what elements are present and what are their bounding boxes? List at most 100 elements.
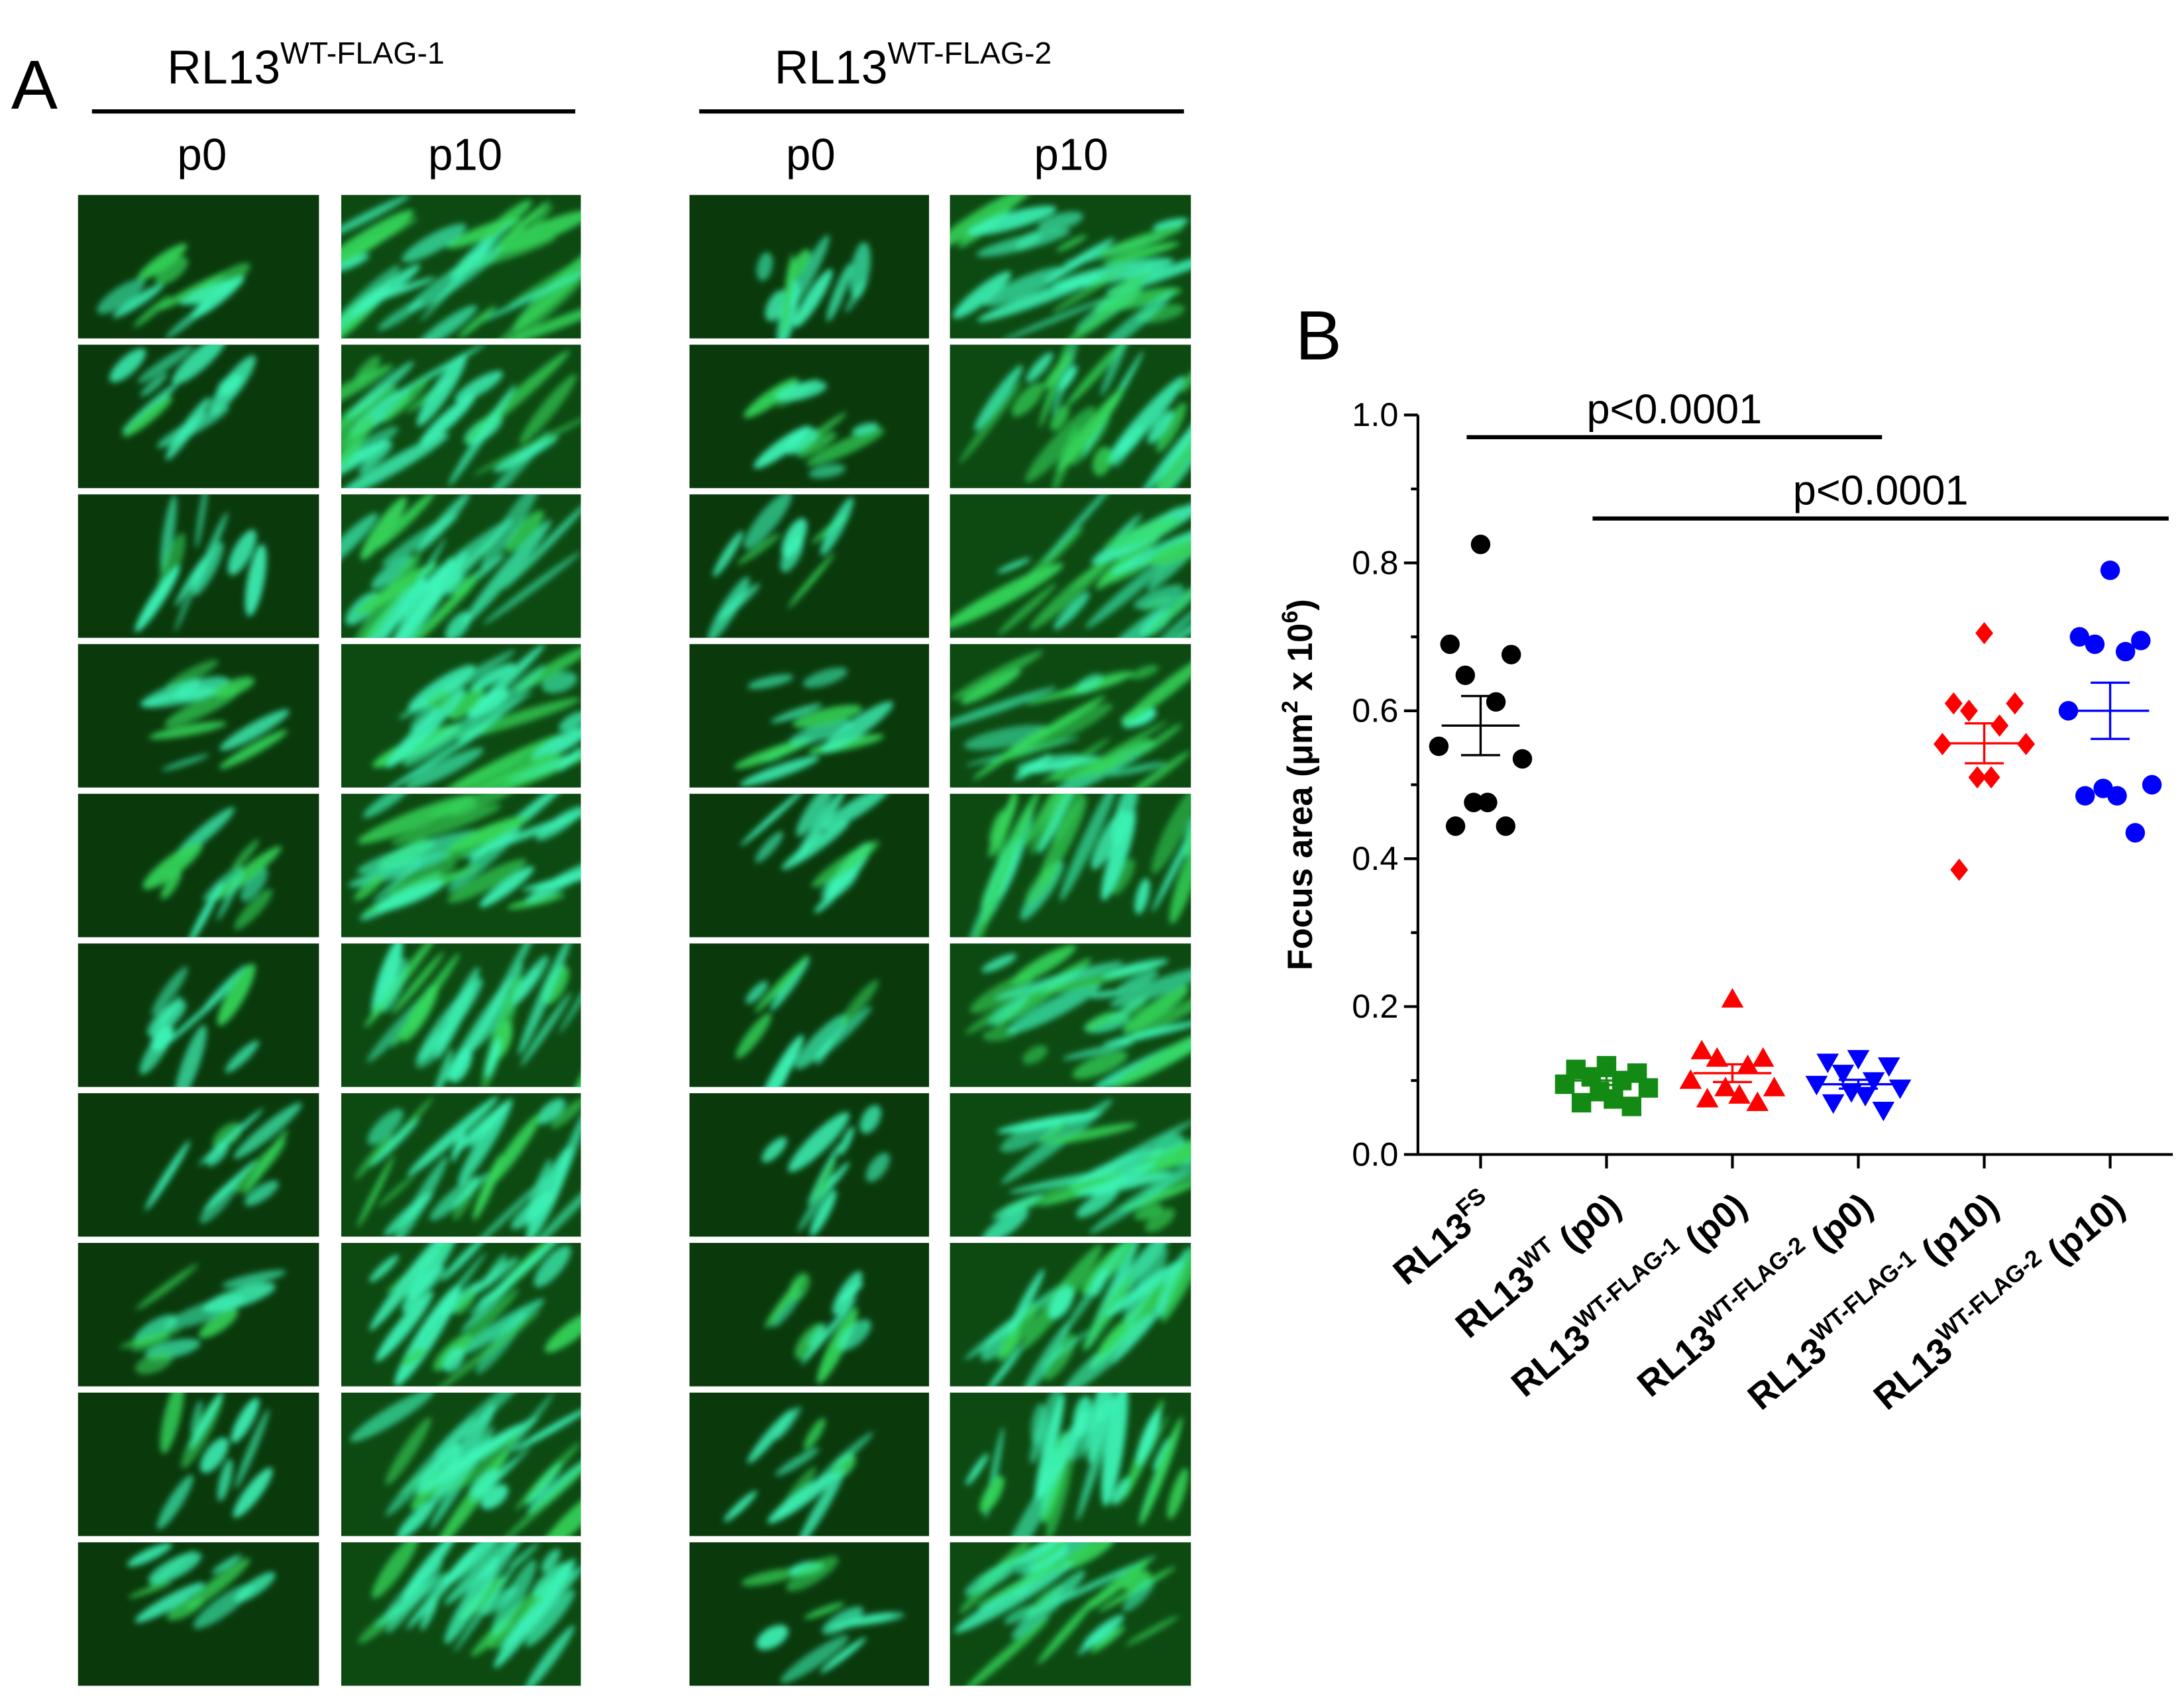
cell: [521, 866, 581, 891]
cell: [388, 861, 457, 896]
cell: [1042, 1329, 1090, 1367]
cell: [1136, 1410, 1161, 1465]
cell: [518, 943, 572, 1055]
cell: [378, 538, 447, 638]
cell: [792, 704, 863, 728]
micrograph-bg: [78, 1542, 319, 1686]
cell: [455, 752, 560, 788]
cell: [989, 810, 1005, 845]
cell: [820, 1637, 867, 1674]
point: [1621, 1096, 1642, 1116]
cell: [341, 364, 393, 420]
cell: [463, 519, 551, 625]
cells: [144, 1102, 302, 1224]
point: [2125, 823, 2146, 843]
cell: [1103, 242, 1179, 265]
cells: [372, 644, 581, 788]
cells: [966, 794, 1191, 937]
point: [1877, 1057, 1900, 1077]
point: [1721, 988, 1744, 1008]
cell: [417, 354, 467, 427]
cell: [1104, 517, 1181, 550]
cell: [354, 873, 386, 901]
cells: [341, 345, 581, 488]
cell: [950, 686, 1057, 730]
point: [1470, 535, 1491, 555]
cell: [1003, 703, 1113, 761]
cell: [1029, 557, 1112, 630]
cell: [189, 1392, 224, 1450]
cell: [217, 963, 256, 1026]
cell: [840, 979, 879, 1026]
cell: [1102, 959, 1169, 978]
cell: [1062, 1042, 1134, 1060]
cell: [775, 1448, 820, 1476]
cell: [755, 831, 784, 863]
cell: [1084, 1011, 1117, 1032]
cell: [1072, 1051, 1128, 1079]
cell: [1105, 1259, 1184, 1317]
point: [1571, 1092, 1592, 1113]
cell: [724, 1491, 757, 1522]
cell: [203, 1159, 258, 1212]
micrograph: [950, 794, 1191, 937]
point: [1555, 1074, 1575, 1094]
point: [2075, 786, 2095, 806]
cell: [392, 953, 460, 1048]
micrograph: [341, 1392, 581, 1536]
cell: [818, 1432, 873, 1481]
cell: [419, 219, 514, 322]
cell: [420, 1597, 439, 1630]
cell: [136, 1263, 198, 1310]
cell: [767, 1471, 837, 1524]
cell: [392, 951, 444, 1015]
cell: [1011, 1570, 1085, 1639]
cell: [355, 1133, 392, 1180]
micrograph: [78, 1243, 319, 1387]
cell: [360, 497, 407, 560]
point: [2100, 560, 2120, 580]
cell: [800, 1297, 857, 1365]
micrograph: [950, 1392, 1191, 1536]
cell: [419, 393, 476, 447]
cell: [375, 880, 445, 912]
cell: [788, 1112, 849, 1173]
cell: [788, 553, 835, 608]
cell: [802, 667, 847, 688]
cell: [135, 1352, 173, 1375]
micrograph: [950, 1542, 1191, 1686]
cell: [109, 348, 146, 383]
cell: [173, 676, 231, 701]
cell: [160, 1392, 185, 1454]
cell: [1098, 225, 1184, 257]
point: [1440, 634, 1460, 655]
point: [1496, 816, 1516, 836]
cells: [740, 794, 891, 914]
cell: [225, 1040, 259, 1073]
point: [1975, 621, 1993, 645]
cell: [1001, 297, 1109, 339]
cell: [1152, 804, 1191, 912]
cells: [157, 1392, 273, 1530]
cells: [950, 195, 1191, 339]
cell: [235, 1140, 286, 1193]
micrograph: [689, 494, 930, 638]
cell: [789, 719, 853, 745]
cell: [369, 1243, 454, 1331]
cells: [761, 1104, 890, 1237]
cell: [814, 1006, 872, 1061]
cell: [770, 957, 810, 1011]
sem-bar: [1713, 1063, 1752, 1083]
cell: [1052, 264, 1130, 313]
cell: [832, 1453, 856, 1479]
point: [1950, 859, 1969, 881]
cell: [559, 711, 581, 732]
cell: [480, 263, 581, 323]
text-part: (p0): [1670, 1185, 1755, 1265]
superscript: 6: [1278, 611, 1303, 623]
cell: [954, 1561, 1073, 1633]
cell: [717, 583, 760, 621]
cell: [820, 497, 854, 556]
point: [2131, 631, 2151, 651]
point: [1763, 1077, 1786, 1096]
